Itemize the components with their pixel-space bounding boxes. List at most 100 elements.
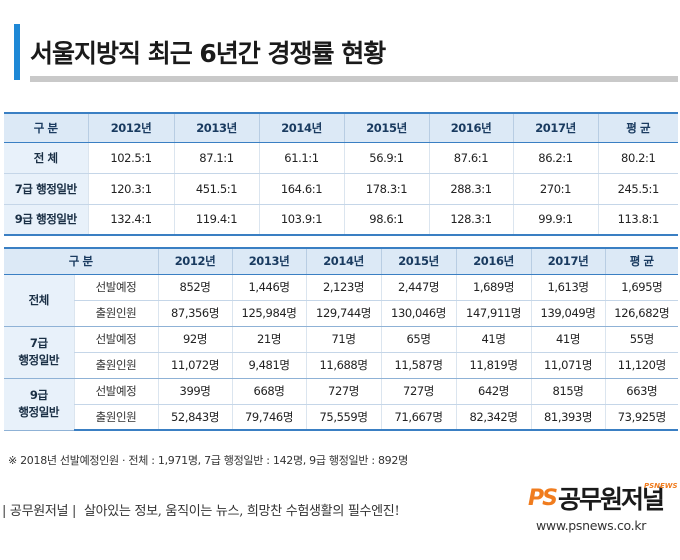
group-label-cell: 9급 행정일반 [4,378,74,431]
table-cell: 2,447명 [380,274,456,301]
table-cell: 82,342명 [455,404,531,431]
table-cell: 178.3:1 [343,173,429,205]
table-cell: 399명 [157,378,232,405]
logo-tag: PSNEWS [644,482,678,490]
logo-ps-mark: PS [528,486,558,511]
table-cell: 103.9:1 [258,204,344,236]
table-cell: 113.8:1 [597,204,678,236]
table-cell: 11,120명 [604,352,678,379]
table-row: 전 체 102.5:1 87.1:1 61.1:1 56.9:1 87.6:1 86.2:1… [4,142,678,174]
sub-label-cell: 출원인원 [73,300,158,327]
table-cell: 11,587명 [380,352,456,379]
table-cell: 164.6:1 [258,173,344,205]
table-cell: 41명 [455,326,531,353]
table-cell: 21명 [231,326,306,353]
header-cell: 구 분 [4,247,158,275]
table-cell: 139,049명 [530,300,605,327]
header-cell: 2016년 [428,112,513,143]
row-header-cell: 7급 행정일반 [4,173,88,205]
table-cell: 92명 [157,326,232,353]
table-cell: 87,356명 [157,300,232,327]
row-header-cell: 9급 행정일반 [4,204,88,236]
table-cell: 119.4:1 [173,204,259,236]
table-cell: 130,046명 [380,300,456,327]
table-cell: 125,984명 [231,300,306,327]
table-cell: 71명 [305,326,381,353]
sub-label-cell: 출원인원 [73,404,158,431]
row-header-cell: 전 체 [4,142,88,174]
table-cell: 852명 [157,274,232,301]
table-cell: 87.6:1 [428,142,513,174]
page-title: 서울지방직 최근 6년간 경쟁률 현황 [30,39,386,68]
site-url: www.psnews.co.kr [536,518,647,533]
table-cell: 81,393명 [530,404,605,431]
table-cell: 56.9:1 [343,142,429,174]
header-cell: 2014년 [258,112,344,143]
table-cell: 1,689명 [455,274,531,301]
table-cell: 1,613명 [530,274,605,301]
table-cell: 73,925명 [604,404,678,431]
header-cell: 2017년 [512,112,598,143]
table-row: 9급 행정일반 선발예정 399명 668명 727명 727명 642명 815명 663명 [4,378,678,431]
table-cell: 451.5:1 [173,173,259,205]
header-cell: 2013년 [173,112,259,143]
footer-slogan-bar: | 공무원저널 | 살아있는 정보, 움직이는 뉴스, 희망찬 수험생활의 필수… [2,500,403,519]
table-row: 전체 선발예정 852명 1,446명 2,123명 2,447명 1,689명 1,613명… [4,274,678,327]
psnews-logo: PS 공무원저널 PSNEWS [528,480,678,526]
table-cell: 2,123명 [305,274,381,301]
applicants-table: 구 분 2012년 2013년 2014년 2015년 2016년 2017년 평 균 전체 선… [4,247,678,431]
table-row: 출원인원 87,356명 125,984명 129,744명 130,046명 147,9… [4,300,678,327]
table-cell: 120.3:1 [87,173,174,205]
table-cell: 41명 [530,326,605,353]
table-cell: 727명 [305,378,381,405]
table-cell: 129,744명 [305,300,381,327]
table-row: 출원인원 52,843명 79,746명 75,559명 71,667명 82,342명 8… [4,404,678,431]
table-cell: 727명 [380,378,456,405]
table-row: 9급 행정일반 132.4:1 119.4:1 103.9:1 98.6:1 128.3:… [4,204,678,236]
table-cell: 147,911명 [455,300,531,327]
header-cell: 평 균 [604,247,678,275]
header-cell: 구 분 [4,112,88,143]
group-label-cell: 전체 [4,274,74,327]
table-cell: 1,695명 [604,274,678,301]
title-underline [30,76,678,82]
table-header-row: 구 분 2012년 2013년 2014년 2015년 2016년 2017년 평 균 [4,112,678,143]
footer-slogan: 살아있는 정보, 움직이는 뉴스, 희망찬 수험생활의 필수엔진! [83,504,400,519]
sub-label-cell: 선발예정 [73,378,158,405]
table-header-row: 구 분 2012년 2013년 2014년 2015년 2016년 2017년 평 균 [4,247,678,275]
header-cell: 2012년 [157,247,232,275]
table-cell: 65명 [380,326,456,353]
table-cell: 288.3:1 [428,173,513,205]
header-cell: 2012년 [87,112,174,143]
header-cell: 2016년 [455,247,531,275]
header-cell: 평 균 [597,112,678,143]
table-cell: 642명 [455,378,531,405]
table-cell: 11,071명 [530,352,605,379]
table-cell: 80.2:1 [597,142,678,174]
table-cell: 71,667명 [380,404,456,431]
logo-name: 공무원저널 [558,485,665,514]
footer-brand: | 공무원저널 | [2,504,77,519]
table-row: 7급 행정일반 선발예정 92명 21명 71명 65명 41명 41명 55명 [4,326,678,379]
table-cell: 99.9:1 [512,204,598,236]
table-cell: 9,481명 [231,352,306,379]
header-cell: 2015년 [380,247,456,275]
header-cell: 2017년 [530,247,605,275]
table-cell: 245.5:1 [597,173,678,205]
table-cell: 132.4:1 [87,204,174,236]
title-accent-bar [14,24,20,80]
competition-rate-table: 구 분 2012년 2013년 2014년 2015년 2016년 2017년 평 균 전 체… [4,112,678,236]
table-cell: 128.3:1 [428,204,513,236]
table-cell: 11,072명 [157,352,232,379]
table-cell: 86.2:1 [512,142,598,174]
table-cell: 668명 [231,378,306,405]
table-cell: 79,746명 [231,404,306,431]
footnote: ※ 2018년 선발예정인원 · 전체 : 1,971명, 7급 행정일반 : … [8,454,408,467]
table-cell: 11,688명 [305,352,381,379]
table-cell: 102.5:1 [87,142,174,174]
table-row: 7급 행정일반 120.3:1 451.5:1 164.6:1 178.3:1 288.3… [4,173,678,205]
header-cell: 2013년 [231,247,306,275]
table-cell: 1,446명 [231,274,306,301]
title-area: 서울지방직 최근 6년간 경쟁률 현황 [0,0,680,90]
table-cell: 87.1:1 [173,142,259,174]
